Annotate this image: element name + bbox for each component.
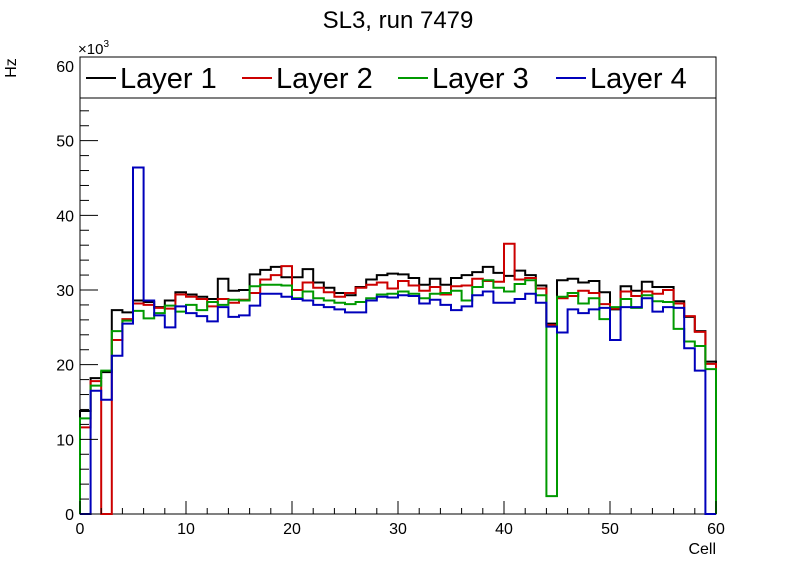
y-exponent-label: ×103 <box>78 39 109 58</box>
y-tick-label: 40 <box>56 208 74 225</box>
legend-label-layer-2: Layer 2 <box>276 63 373 95</box>
legend: Layer 1 Layer 2 Layer 3 Layer 4 <box>79 56 717 99</box>
x-tick-label: 20 <box>283 521 301 538</box>
y-tick-label: 20 <box>56 358 74 375</box>
y-exponent-power: 3 <box>103 39 109 50</box>
x-tick-label: 50 <box>601 521 619 538</box>
y-exponent-base: ×10 <box>78 41 103 58</box>
series-group <box>79 166 717 515</box>
x-tick-label: 30 <box>389 521 407 538</box>
x-tick-label: 60 <box>707 521 725 538</box>
x-tick-label: 10 <box>177 521 195 538</box>
axes-group: 0 10 20 30 40 50 60 0 10 20 30 40 50 60 <box>56 59 725 538</box>
y-tick-label: 60 <box>56 59 74 76</box>
legend-label-layer-4: Layer 4 <box>590 63 687 95</box>
series-line-layer-4 <box>80 166 716 515</box>
x-tick-label: 40 <box>495 521 513 538</box>
y-tick-label: 10 <box>56 432 74 449</box>
series-line-layer-1 <box>79 265 717 514</box>
y-tick-label: 50 <box>56 134 74 151</box>
x-axis-label: Cell <box>688 541 716 558</box>
y-tick-label: 30 <box>56 283 74 300</box>
y-axis-label: Hz <box>3 58 20 78</box>
series-line-layer-2 <box>79 242 717 515</box>
legend-label-layer-1: Layer 1 <box>120 63 217 95</box>
x-tick-label: 0 <box>76 521 85 538</box>
chart-title: SL3, run 7479 <box>323 7 474 34</box>
legend-label-layer-3: Layer 3 <box>432 63 529 95</box>
y-tick-label: 0 <box>65 507 74 524</box>
